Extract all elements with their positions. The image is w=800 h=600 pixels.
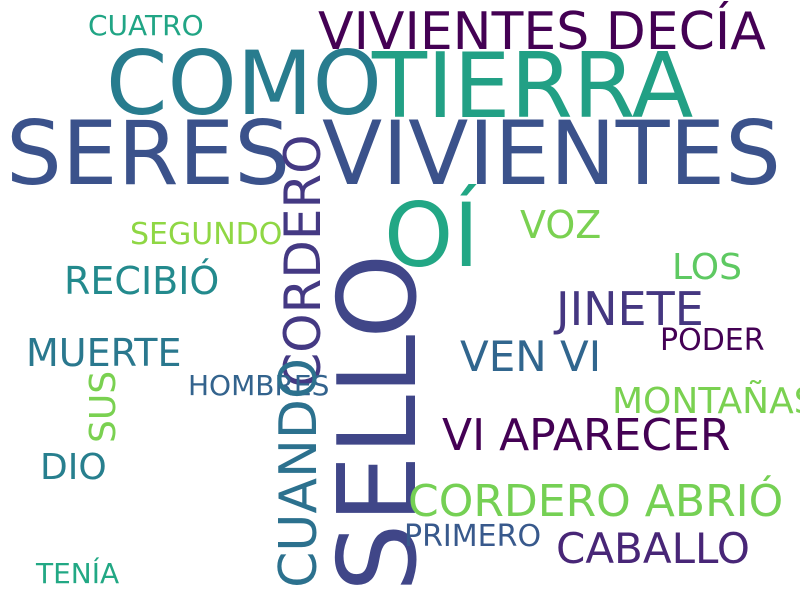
- word-vivientes: VIVIENTES: [322, 102, 781, 205]
- word-sello: SELLO: [316, 253, 441, 592]
- word-primero: PRIMERO: [404, 519, 542, 554]
- word-montanas: MONTAÑAS: [612, 381, 800, 422]
- word-muerte: MUERTE: [26, 331, 182, 375]
- word-tenia: TENÍA: [36, 557, 120, 590]
- word-caballo: CABALLO: [556, 524, 750, 573]
- word-sus: SUS: [83, 370, 124, 443]
- word-cuando: CUANDO: [269, 358, 329, 588]
- word-segundo: SEGUNDO: [130, 217, 283, 252]
- word-hombres: HOMBRES: [188, 369, 330, 402]
- word-oi: OÍ: [384, 184, 480, 287]
- word-cordero-abrio: CORDERO ABRIÓ: [408, 476, 784, 527]
- word-vi-aparecer: VI APARECER: [442, 410, 731, 461]
- word-jinete: JINETE: [556, 282, 704, 336]
- word-vivientes-decia: VIVIENTES DECÍA: [318, 2, 766, 62]
- word-ven-vi: VEN VI: [460, 332, 602, 381]
- word-tierra: TIERRA: [372, 34, 694, 139]
- word-dio: DIO: [40, 447, 107, 488]
- word-los: LOS: [672, 247, 742, 288]
- word-seres: SERES: [6, 102, 291, 205]
- word-cuatro: CUATRO: [88, 9, 204, 42]
- word-poder: PODER: [660, 323, 765, 358]
- word-recibio: RECIBIÓ: [64, 259, 220, 303]
- word-como: COMO: [106, 32, 382, 135]
- word-voz: VOZ: [520, 203, 602, 247]
